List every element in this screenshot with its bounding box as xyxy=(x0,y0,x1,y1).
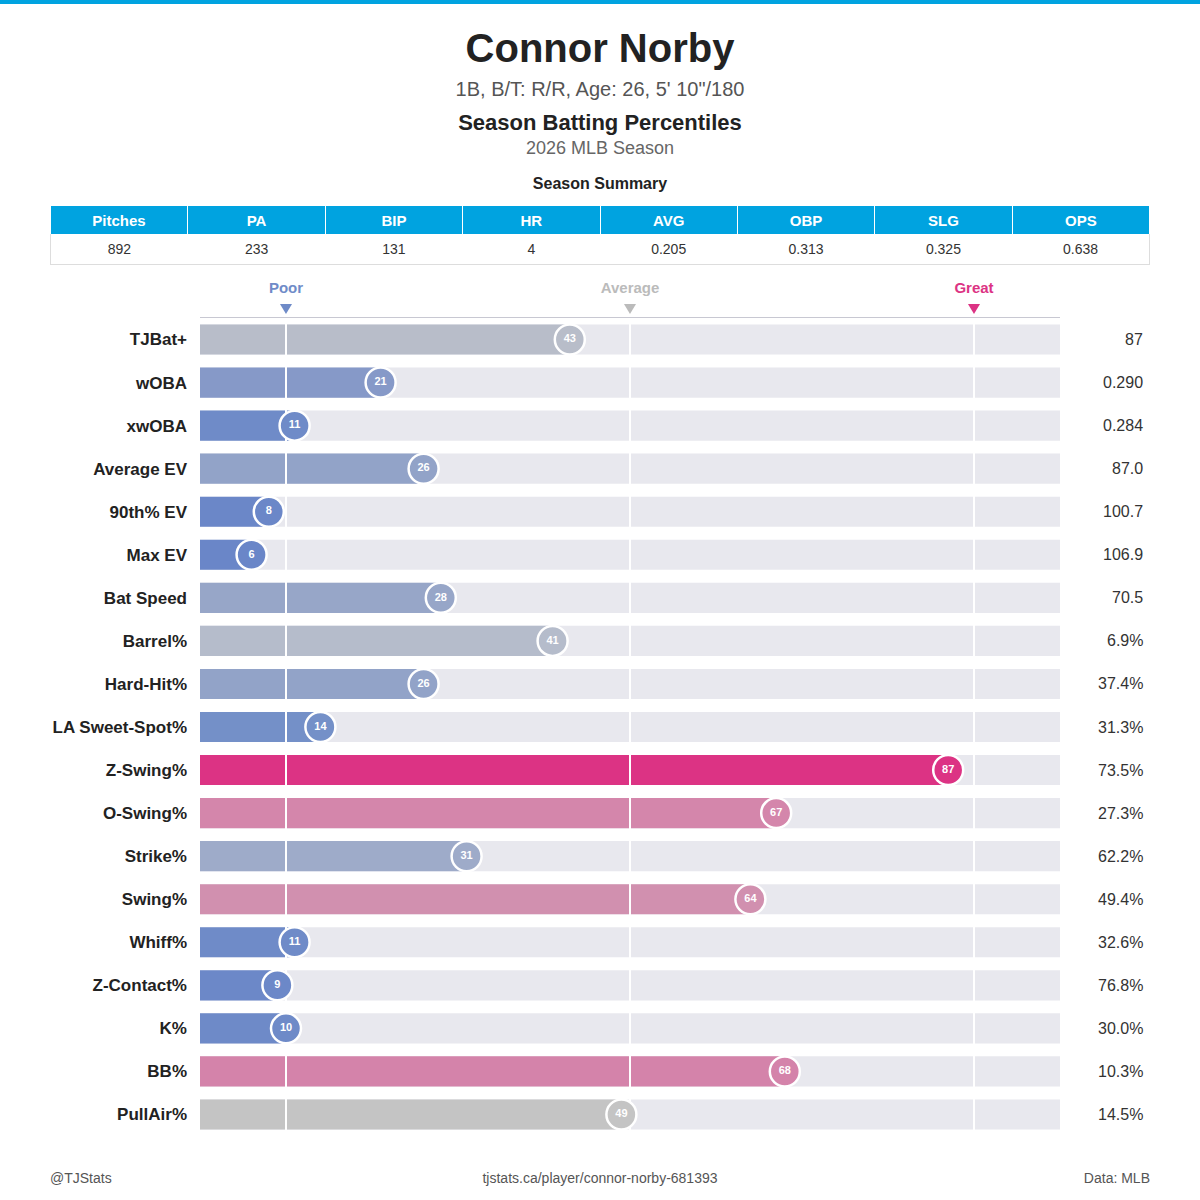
svg-text:49: 49 xyxy=(615,1107,627,1119)
svg-text:27.3%: 27.3% xyxy=(1098,805,1143,822)
html-text:@TJStats: @TJStats xyxy=(50,1170,112,1186)
html-text:2026 MLB Season: 2026 MLB Season xyxy=(525,138,674,158)
svg-text:Max EV: Max EV xyxy=(127,546,188,565)
svg-text:PullAir%: PullAir% xyxy=(117,1105,187,1124)
svg-text:Bat Speed: Bat Speed xyxy=(104,589,187,608)
svg-text:LA Sweet-Spot%: LA Sweet-Spot% xyxy=(53,718,187,737)
html-text:4: 4 xyxy=(527,241,536,257)
html-text:Data: MLB: Data: MLB xyxy=(1083,1170,1150,1186)
svg-text:31: 31 xyxy=(460,849,472,861)
svg-text:10: 10 xyxy=(280,1021,292,1033)
html-text:0.638: 0.638 xyxy=(1063,241,1099,257)
html-text:0.325: 0.325 xyxy=(925,241,961,257)
html-text:tjstats.ca/player/connor-norby: tjstats.ca/player/connor-norby-681393 xyxy=(482,1170,718,1186)
html-text:OBP: OBP xyxy=(789,211,823,229)
svg-text:O-Swing%: O-Swing% xyxy=(103,804,187,823)
svg-text:26: 26 xyxy=(417,461,429,473)
svg-text:14: 14 xyxy=(314,720,327,732)
html-text:Connor Norby: Connor Norby xyxy=(465,26,735,70)
html-text:BIP: BIP xyxy=(381,211,407,229)
svg-text:Great: Great xyxy=(954,279,993,296)
svg-text:26: 26 xyxy=(417,677,429,689)
html-text:1B, B/T: R/R, Age: 26, 5' 10"/: 1B, B/T: R/R, Age: 26, 5' 10"/180 xyxy=(455,78,745,100)
html-text:PA: PA xyxy=(246,211,267,229)
svg-text:41: 41 xyxy=(546,634,558,646)
svg-text:6: 6 xyxy=(249,548,255,560)
svg-text:10.3%: 10.3% xyxy=(1098,1063,1143,1080)
html-text:OPS: OPS xyxy=(1065,211,1097,229)
svg-text:68: 68 xyxy=(779,1064,791,1076)
svg-text:70.5: 70.5 xyxy=(1112,589,1143,606)
svg-text:8: 8 xyxy=(266,504,272,516)
svg-text:K%: K% xyxy=(160,1019,187,1038)
svg-text:21: 21 xyxy=(374,375,386,387)
svg-text:Whiff%: Whiff% xyxy=(129,933,187,952)
svg-text:87: 87 xyxy=(942,763,954,775)
svg-text:Z-Contact%: Z-Contact% xyxy=(93,976,187,995)
svg-text:9: 9 xyxy=(274,978,280,990)
svg-text:64: 64 xyxy=(744,892,757,904)
svg-text:Z-Swing%: Z-Swing% xyxy=(106,761,187,780)
svg-text:11: 11 xyxy=(289,935,301,947)
svg-text:49.4%: 49.4% xyxy=(1098,891,1143,908)
svg-text:73.5%: 73.5% xyxy=(1098,762,1143,779)
svg-text:90th% EV: 90th% EV xyxy=(110,503,188,522)
html-text:SLG: SLG xyxy=(928,211,959,229)
svg-text:0.284: 0.284 xyxy=(1103,417,1143,434)
svg-text:TJBat+: TJBat+ xyxy=(130,330,187,349)
svg-text:87: 87 xyxy=(1125,331,1143,348)
svg-text:106.9: 106.9 xyxy=(1103,546,1143,563)
html-text:131: 131 xyxy=(382,241,406,257)
svg-text:11: 11 xyxy=(289,418,301,430)
svg-text:76.8%: 76.8% xyxy=(1098,977,1143,994)
svg-text:31.3%: 31.3% xyxy=(1098,719,1143,736)
svg-text:6.9%: 6.9% xyxy=(1107,632,1143,649)
html-text:AVG: AVG xyxy=(653,211,685,229)
svg-text:43: 43 xyxy=(564,332,576,344)
html-text:0.205: 0.205 xyxy=(651,241,687,257)
svg-text:Average EV: Average EV xyxy=(93,460,188,479)
svg-text:xwOBA: xwOBA xyxy=(127,417,187,436)
svg-text:Average: Average xyxy=(601,279,660,296)
svg-text:32.6%: 32.6% xyxy=(1098,934,1143,951)
html-text:0.313: 0.313 xyxy=(788,241,824,257)
svg-text:28: 28 xyxy=(435,591,447,603)
svg-text:100.7: 100.7 xyxy=(1103,503,1143,520)
svg-text:30.0%: 30.0% xyxy=(1098,1020,1143,1037)
svg-text:87.0: 87.0 xyxy=(1112,460,1143,477)
svg-text:14.5%: 14.5% xyxy=(1098,1106,1143,1123)
svg-text:Strike%: Strike% xyxy=(125,847,187,866)
svg-text:Poor: Poor xyxy=(269,279,303,296)
svg-text:Hard-Hit%: Hard-Hit% xyxy=(105,675,187,694)
html-text:Pitches: Pitches xyxy=(92,211,146,229)
svg-text:BB%: BB% xyxy=(147,1062,187,1081)
html-text:892: 892 xyxy=(107,241,132,257)
svg-text:Barrel%: Barrel% xyxy=(123,632,187,651)
svg-text:wOBA: wOBA xyxy=(135,374,187,393)
svg-text:37.4%: 37.4% xyxy=(1098,675,1143,692)
html-text:HR: HR xyxy=(520,211,543,229)
html-text:Season Summary: Season Summary xyxy=(532,175,668,192)
html-text:233: 233 xyxy=(244,241,269,257)
svg-text:Swing%: Swing% xyxy=(122,890,187,909)
svg-text:62.2%: 62.2% xyxy=(1098,848,1143,865)
svg-text:0.290: 0.290 xyxy=(1103,374,1143,391)
svg-text:67: 67 xyxy=(770,806,782,818)
html-text:Season Batting Percentiles: Season Batting Percentiles xyxy=(458,110,742,135)
